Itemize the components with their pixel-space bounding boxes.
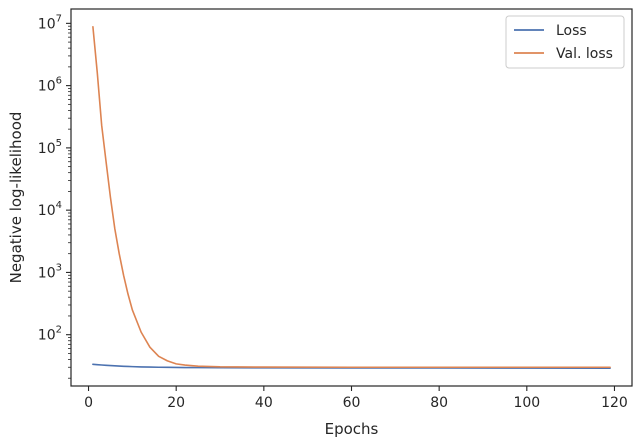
- y-tick-label: 104: [38, 200, 62, 219]
- y-tick-label: 102: [38, 325, 62, 344]
- x-tick-label: 120: [601, 395, 628, 411]
- legend-label-loss: Loss: [556, 23, 587, 39]
- x-tick-label: 40: [255, 395, 273, 411]
- legend-box: [505, 15, 625, 69]
- x-tick-label: 60: [343, 395, 361, 411]
- x-axis-ticks: 0 20 40 60 80 100 120: [84, 386, 628, 411]
- x-axis-title: Epochs: [325, 420, 379, 438]
- y-axis-title: Negative log-likelihood: [7, 112, 25, 284]
- y-axis-ticks: 102 103 104 105 106 107: [38, 13, 71, 344]
- legend: Loss Val. loss: [505, 15, 625, 69]
- series-layer: [92, 26, 611, 369]
- x-tick-label: 80: [430, 395, 448, 411]
- y-tick-label: 106: [38, 76, 62, 95]
- plot-frame: [70, 8, 633, 387]
- series-line-val-loss: [92, 26, 611, 369]
- x-tick-label: 100: [513, 395, 540, 411]
- x-tick-label: 0: [84, 395, 93, 411]
- y-tick-label: 107: [38, 13, 62, 32]
- y-tick-label: 105: [38, 138, 62, 157]
- x-tick-label: 20: [167, 395, 185, 411]
- y-tick-label: 103: [38, 262, 62, 281]
- legend-label-val-loss: Val. loss: [556, 46, 613, 62]
